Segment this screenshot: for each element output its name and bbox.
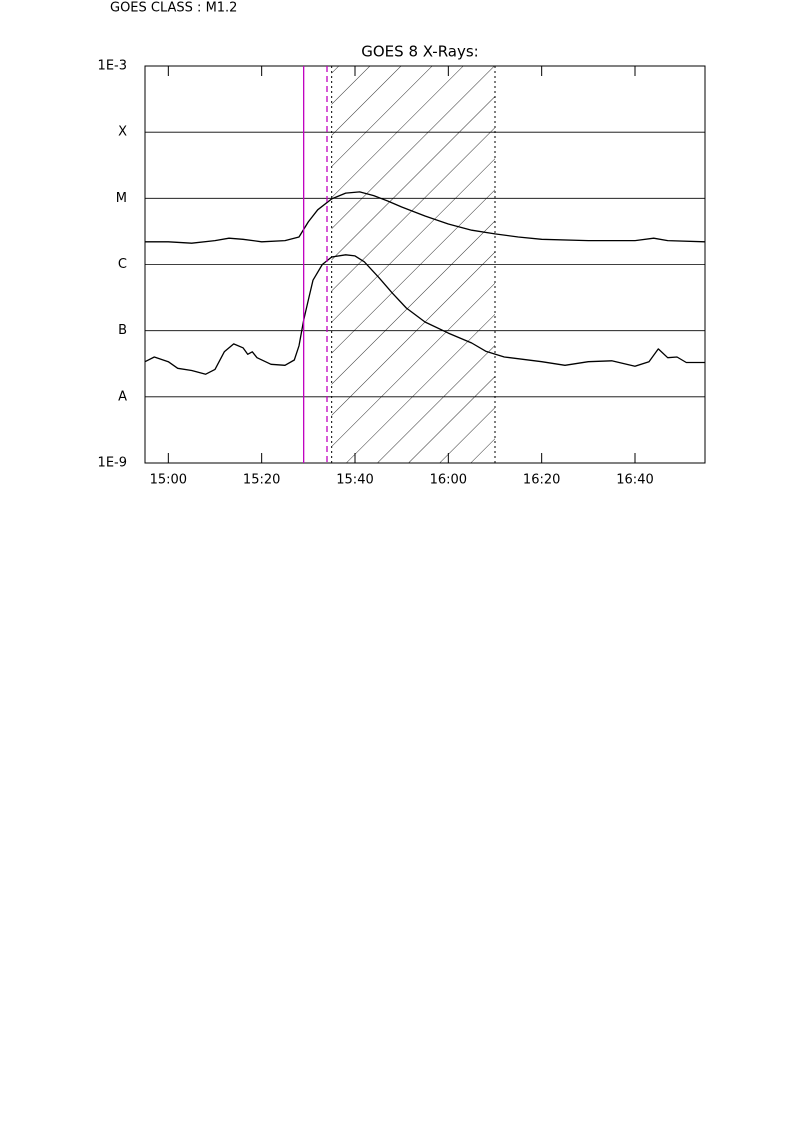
x-tick-label: 16:40 <box>616 473 653 488</box>
y-tick-label: 1E-9 <box>98 456 127 471</box>
y-tick-label: A <box>118 389 127 404</box>
flux-curve <box>145 191 705 244</box>
y-tick-label: 1E-3 <box>98 59 127 74</box>
y-tick-label: X <box>118 125 127 140</box>
y-tick-label: B <box>118 323 127 338</box>
header: GOES CLASS : M1.2 <box>110 1 237 16</box>
x-tick-label: 15:00 <box>150 473 187 488</box>
x-tick-label: 16:20 <box>523 473 560 488</box>
chart-title: GOES 8 X-Rays: <box>361 43 478 61</box>
x-tick-label: 16:00 <box>430 473 467 488</box>
y-tick-label: C <box>118 257 127 272</box>
x-tick-label: 15:40 <box>336 473 373 488</box>
flux-curve <box>145 254 705 375</box>
x-tick-label: 15:20 <box>243 473 280 488</box>
y-tick-label: M <box>116 191 127 206</box>
